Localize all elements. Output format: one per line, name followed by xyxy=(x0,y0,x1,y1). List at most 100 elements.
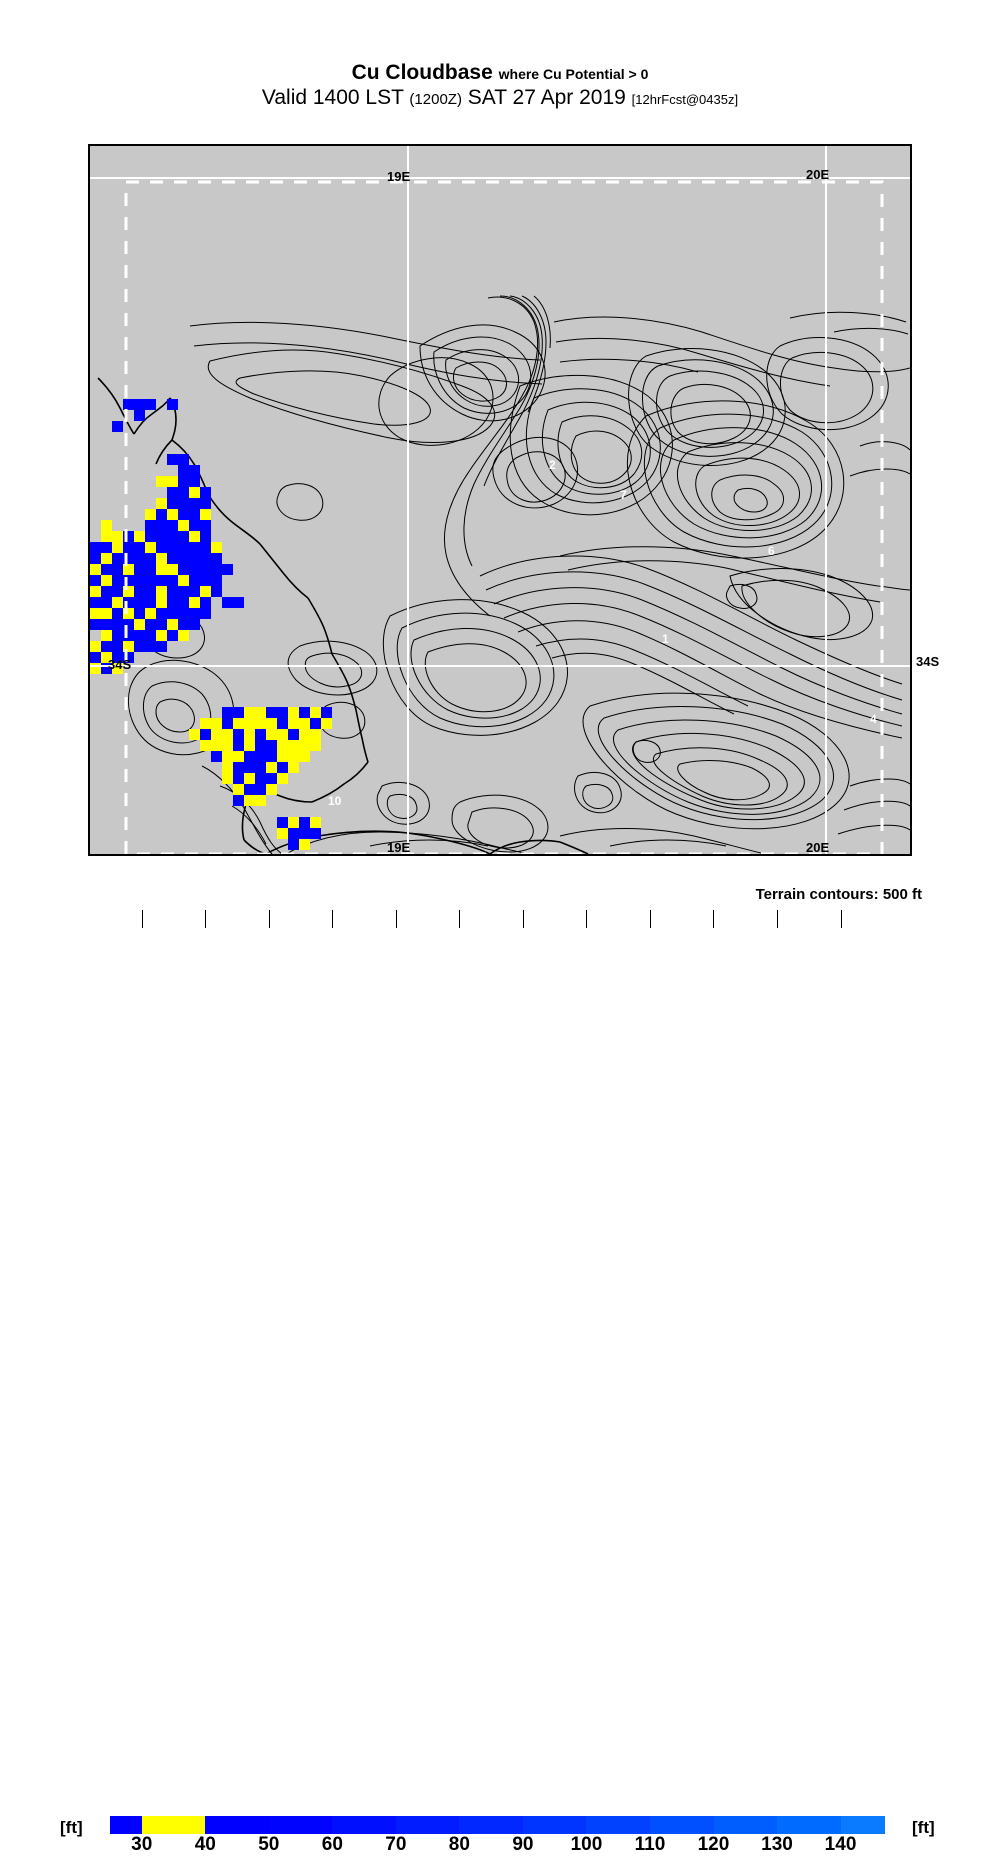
colorbar-tick-90: 90 xyxy=(512,1834,534,1855)
data-cell xyxy=(101,630,112,641)
data-cell xyxy=(222,740,233,751)
data-cell xyxy=(310,817,321,828)
data-cell xyxy=(222,762,233,773)
data-cell xyxy=(310,718,321,729)
colorbar-tick-70: 70 xyxy=(385,1834,407,1855)
data-cell xyxy=(145,531,156,542)
data-cell xyxy=(189,729,200,740)
data-cell xyxy=(156,597,167,608)
data-cell xyxy=(123,652,134,663)
lon-label-19E-bottom: 19E xyxy=(387,840,411,855)
colorbar-tick-labels: 30 40 50 60 70 80 90 100 110 120 130 140 xyxy=(110,1834,885,1858)
data-cell xyxy=(222,773,233,784)
data-cell xyxy=(255,784,266,795)
data-cell xyxy=(288,729,299,740)
data-cell xyxy=(101,575,112,586)
colorbar-separator-50 xyxy=(268,910,270,928)
data-cell xyxy=(123,575,134,586)
forecast-map[interactable]: 2 8 7 6 1 4 10 19E 20E 19E 20E 34S xyxy=(88,144,912,856)
data-cell xyxy=(321,718,332,729)
data-cell xyxy=(145,597,156,608)
data-cell xyxy=(178,597,189,608)
colorbar-separator-130 xyxy=(777,910,778,928)
colorbar-segment-6 xyxy=(459,1816,523,1834)
data-cell xyxy=(222,564,233,575)
map-graticule xyxy=(90,146,910,854)
data-cell xyxy=(211,564,222,575)
data-cell xyxy=(101,663,112,674)
data-cell xyxy=(255,795,266,806)
data-cell xyxy=(134,399,145,410)
site-7: 7 xyxy=(620,488,627,502)
data-cell xyxy=(200,509,211,520)
data-cell xyxy=(200,718,211,729)
data-cell xyxy=(299,729,310,740)
colorbar-separator-80 xyxy=(459,910,461,928)
data-cell xyxy=(255,773,266,784)
data-cell xyxy=(233,784,244,795)
colorbar-tick-120: 120 xyxy=(697,1834,730,1855)
data-cell xyxy=(277,762,288,773)
data-cell xyxy=(266,729,277,740)
data-cell xyxy=(200,740,211,751)
data-cell xyxy=(90,663,101,674)
data-cell xyxy=(134,619,145,630)
colorbar-tick-30: 30 xyxy=(131,1834,153,1855)
site-1: 1 xyxy=(662,632,669,646)
data-cell xyxy=(134,608,145,619)
data-cell xyxy=(156,564,167,575)
site-4: 4 xyxy=(870,712,877,726)
data-cell xyxy=(189,553,200,564)
data-cell xyxy=(255,762,266,773)
data-cell xyxy=(211,718,222,729)
title-condition: where Cu Potential > 0 xyxy=(498,66,649,82)
data-cell xyxy=(134,553,145,564)
data-cell xyxy=(167,476,178,487)
valid-utc: (1200Z) xyxy=(409,91,462,108)
colorbar-tick-140: 140 xyxy=(824,1834,857,1855)
data-cell xyxy=(211,586,222,597)
data-cell xyxy=(112,663,123,674)
data-cell xyxy=(101,619,112,630)
data-cell xyxy=(178,575,189,586)
site-10: 10 xyxy=(328,794,342,808)
colorbar-tick-110: 110 xyxy=(634,1834,666,1855)
data-cell xyxy=(112,619,123,630)
data-cell xyxy=(233,751,244,762)
data-cell xyxy=(310,828,321,839)
colorbar-separator-100 xyxy=(586,910,588,928)
data-cell xyxy=(299,751,310,762)
data-cell xyxy=(244,718,255,729)
coastline xyxy=(97,377,589,854)
data-cell xyxy=(277,740,288,751)
data-cell xyxy=(189,575,200,586)
data-cell xyxy=(233,795,244,806)
data-cell xyxy=(90,608,101,619)
data-cell xyxy=(222,718,233,729)
data-cell xyxy=(167,454,178,465)
chart-title-block: Cu Cloudbase where Cu Potential > 0 Vali… xyxy=(0,62,1000,113)
data-cell xyxy=(112,597,123,608)
data-cell xyxy=(123,641,134,652)
data-cell xyxy=(211,740,222,751)
data-cell xyxy=(288,839,299,850)
lon-label-20E-top: 20E xyxy=(806,167,830,182)
data-cell xyxy=(167,630,178,641)
colorbar-unit-right: [ft] xyxy=(912,1818,935,1837)
data-cell xyxy=(266,762,277,773)
data-cell xyxy=(90,564,101,575)
lon-label-20E-bottom: 20E xyxy=(806,840,830,855)
data-cell xyxy=(156,498,167,509)
data-cell xyxy=(145,564,156,575)
data-cell xyxy=(156,520,167,531)
data-cell xyxy=(112,553,123,564)
data-cell xyxy=(233,729,244,740)
data-cell xyxy=(123,630,134,641)
data-cell xyxy=(310,729,321,740)
data-cell xyxy=(90,652,101,663)
terrain-contour-note: Terrain contours: 500 ft xyxy=(755,886,922,903)
data-cell xyxy=(134,630,145,641)
data-cell xyxy=(123,531,134,542)
colorbar[interactable] xyxy=(110,1816,886,1834)
data-cell xyxy=(123,399,134,410)
